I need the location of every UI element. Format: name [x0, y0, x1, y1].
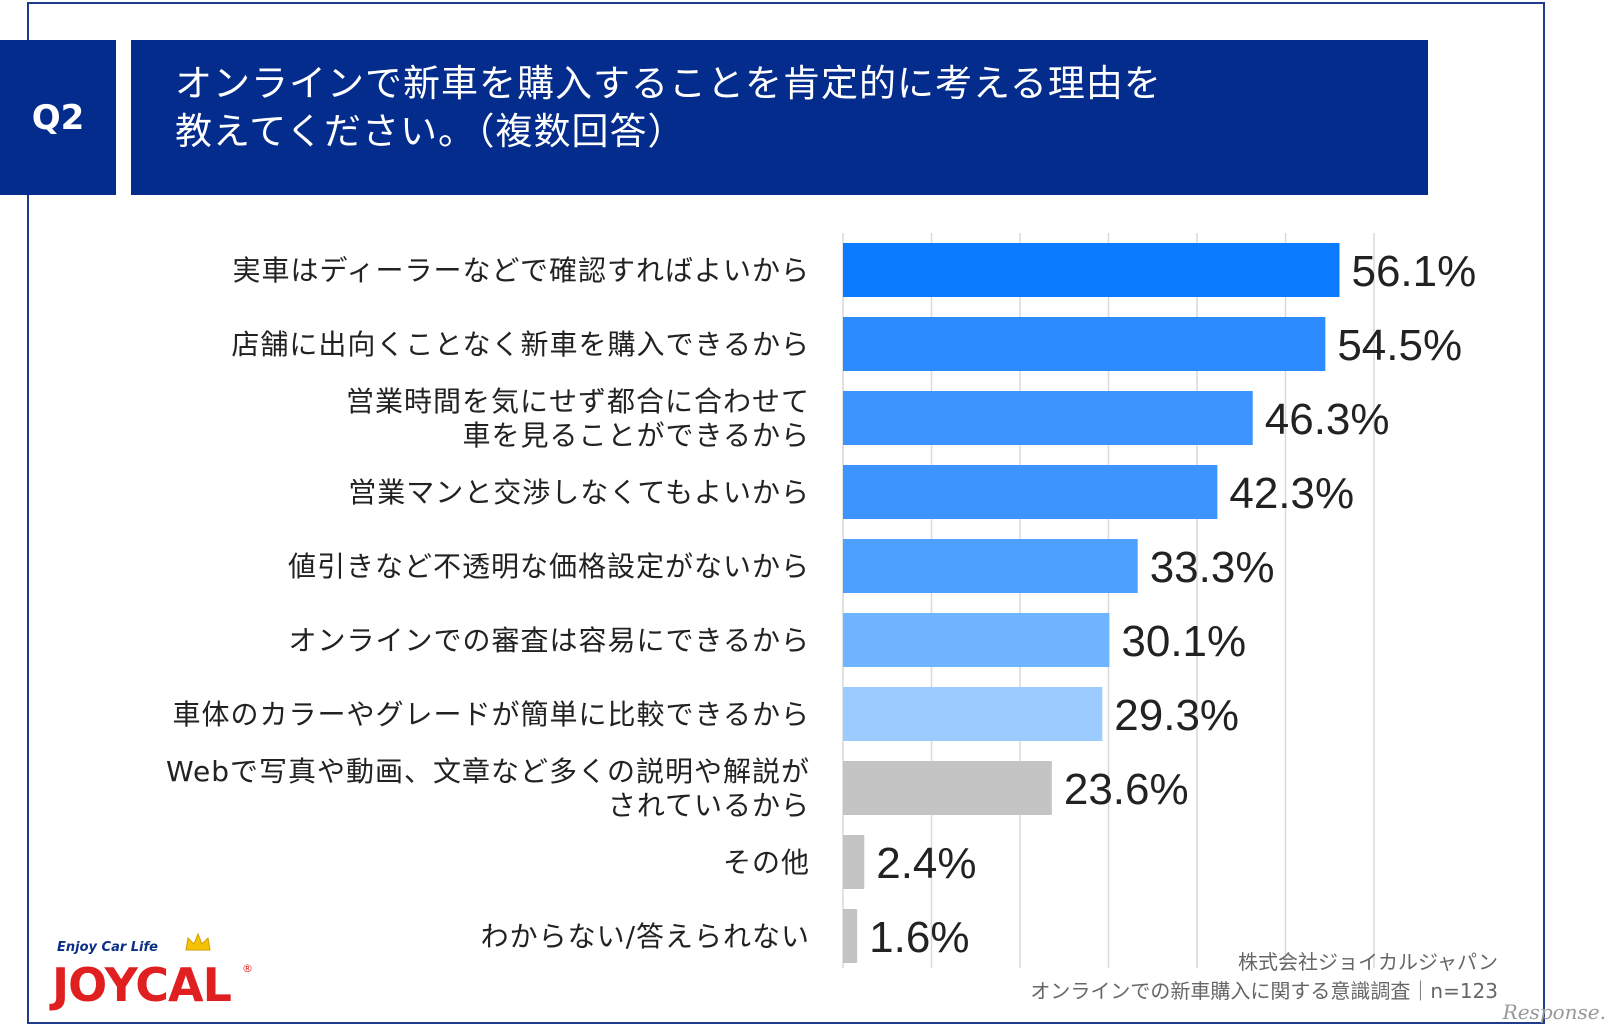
question-title-line1: オンラインで新車を購入することを肯定的に考える理由を [175, 62, 1162, 105]
value-label: 29.3% [1114, 691, 1239, 740]
value-label: 2.4% [876, 839, 976, 888]
bar [843, 539, 1138, 593]
bar [843, 761, 1052, 815]
joycal-logo: Enjoy Car Life JOYCAL ® [52, 932, 253, 1015]
value-label: 23.6% [1064, 765, 1189, 814]
value-label: 46.3% [1265, 395, 1390, 444]
logo-tagline: Enjoy Car Life [57, 940, 158, 955]
category-label: わからない/答えられない [481, 920, 810, 953]
category-label: されているから [608, 789, 810, 822]
question-title-line2: 教えてください。（複数回答） [175, 110, 686, 153]
question-number-badge: Q2 [0, 40, 116, 195]
credit-survey: オンラインでの新車購入に関する意識調査｜n=123 [1030, 979, 1498, 1003]
category-label: 実車はディーラーなどで確認すればよいから [233, 254, 810, 287]
response-watermark: Response. [1502, 1000, 1606, 1024]
bar [843, 687, 1103, 741]
logo-wordmark: JOYCAL [52, 958, 232, 1012]
category-label: その他 [723, 846, 810, 879]
value-label: 42.3% [1229, 469, 1354, 518]
category-label: オンラインでの審査は容易にできるから [289, 624, 810, 657]
bar [843, 243, 1340, 297]
bar [843, 835, 865, 889]
category-label: 営業時間を気にせず都合に合わせて [346, 385, 810, 418]
value-label: 54.5% [1337, 321, 1462, 370]
crown-icon [185, 932, 211, 951]
category-label: 車を見ることができるから [463, 419, 810, 452]
category-label: 店舗に出向くことなく新車を購入できるから [231, 328, 810, 361]
category-label: 車体のカラーやグレードが簡単に比較できるから [173, 698, 810, 731]
question-number: Q2 [31, 97, 85, 138]
value-label: 56.1% [1351, 247, 1476, 296]
bar [843, 317, 1326, 371]
category-label: Webで写真や動画、文章など多くの説明や解説が [166, 755, 810, 788]
bar [843, 465, 1218, 519]
bar [843, 909, 858, 963]
bar [843, 391, 1253, 445]
category-label: 値引きなど不透明な価格設定がないから [288, 550, 810, 583]
value-label: 30.1% [1121, 617, 1246, 666]
logo-registered-mark: ® [242, 962, 253, 975]
credit-company: 株式会社ジョイカルジャパン [1238, 950, 1498, 974]
value-label: 33.3% [1150, 543, 1275, 592]
category-label: 営業マンと交渉しなくてもよいから [348, 476, 810, 509]
bar [843, 613, 1110, 667]
value-label: 1.6% [869, 913, 969, 962]
question-title-box: オンラインで新車を購入することを肯定的に考える理由を 教えてください。（複数回答… [131, 40, 1428, 195]
